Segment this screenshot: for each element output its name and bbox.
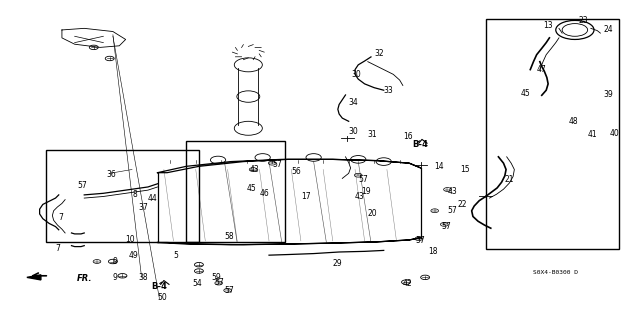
Text: 22: 22 — [457, 200, 467, 209]
Text: 57: 57 — [358, 174, 368, 184]
Text: 32: 32 — [374, 49, 384, 58]
Text: 58: 58 — [225, 232, 234, 241]
Text: 59: 59 — [212, 273, 221, 282]
Text: 56: 56 — [291, 167, 301, 176]
Text: 47: 47 — [537, 65, 547, 74]
Text: 57: 57 — [225, 285, 234, 295]
Text: 14: 14 — [435, 162, 444, 171]
Bar — [186, 141, 285, 243]
Text: 43: 43 — [250, 165, 260, 174]
Text: 54: 54 — [193, 279, 202, 288]
Text: 44: 44 — [148, 194, 157, 203]
Text: 45: 45 — [246, 184, 257, 193]
Text: 31: 31 — [368, 130, 378, 139]
Text: 13: 13 — [543, 21, 553, 30]
Text: 50: 50 — [157, 293, 167, 302]
Text: 21: 21 — [505, 174, 515, 184]
Text: S0X4-B0300 D: S0X4-B0300 D — [534, 270, 579, 275]
Text: 57: 57 — [441, 222, 451, 231]
Text: 57: 57 — [447, 206, 457, 215]
Bar — [46, 150, 199, 243]
Text: 33: 33 — [384, 86, 394, 95]
Text: 38: 38 — [138, 273, 148, 282]
Text: 8: 8 — [132, 190, 137, 199]
Text: 48: 48 — [568, 117, 578, 126]
Text: 40: 40 — [610, 129, 620, 138]
Text: 5: 5 — [173, 251, 179, 260]
Text: 30: 30 — [352, 70, 362, 79]
Text: 16: 16 — [403, 132, 412, 141]
Text: 57: 57 — [272, 160, 282, 169]
Text: 7: 7 — [59, 212, 63, 222]
Text: 17: 17 — [301, 192, 310, 201]
Text: 15: 15 — [460, 165, 470, 174]
Text: 41: 41 — [588, 130, 597, 139]
Text: 18: 18 — [428, 247, 438, 257]
Text: 30: 30 — [349, 127, 358, 136]
Text: 49: 49 — [129, 251, 139, 260]
Text: 7: 7 — [56, 244, 60, 253]
Text: B-4: B-4 — [151, 282, 167, 292]
Text: 20: 20 — [368, 209, 378, 219]
Text: 57: 57 — [78, 181, 88, 190]
Text: 34: 34 — [349, 99, 358, 108]
Bar — [486, 19, 620, 249]
Text: FR.: FR. — [77, 275, 92, 284]
Text: 23: 23 — [578, 16, 588, 25]
Text: B-4: B-4 — [412, 140, 428, 148]
Text: 36: 36 — [106, 170, 116, 179]
Text: 39: 39 — [604, 91, 613, 100]
Text: 10: 10 — [125, 235, 135, 244]
Text: 24: 24 — [604, 25, 613, 35]
Text: 43: 43 — [447, 187, 457, 196]
Text: 42: 42 — [403, 279, 412, 288]
Text: 57: 57 — [415, 236, 426, 245]
Text: 46: 46 — [259, 189, 269, 198]
Text: 43: 43 — [355, 192, 365, 201]
Text: 45: 45 — [521, 89, 531, 98]
Polygon shape — [27, 275, 41, 280]
Text: 57: 57 — [215, 278, 225, 287]
Text: 19: 19 — [362, 187, 371, 196]
Text: 37: 37 — [138, 203, 148, 212]
Text: 29: 29 — [333, 259, 342, 268]
Text: 9: 9 — [113, 273, 118, 282]
Text: 9: 9 — [113, 257, 118, 266]
